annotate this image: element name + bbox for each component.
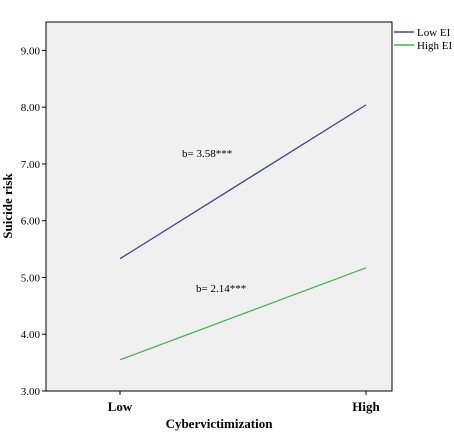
y-tick-label: 6.00 [21, 216, 41, 228]
y-tick-label: 9.00 [21, 45, 41, 57]
legend-label: Low EI [417, 27, 451, 39]
x-tick-label: High [352, 399, 380, 414]
slope-annotation: b= 2.14*** [196, 283, 246, 295]
plot-area [45, 21, 393, 392]
y-tick-label: 7.00 [21, 159, 41, 171]
y-axis: 3.00 4.00 5.00 6.00 7.00 8.00 9.00 [21, 45, 46, 398]
x-axis-title: Cybervictimization [166, 416, 274, 431]
y-tick-label: 4.00 [21, 329, 41, 341]
y-tick-label: 3.00 [21, 386, 41, 398]
y-tick-label: 8.00 [21, 102, 41, 114]
series-layer [119, 104, 367, 361]
series-line-low-ei [119, 104, 367, 260]
x-axis: Low High [108, 391, 380, 414]
x-tick-label: Low [108, 399, 133, 414]
series-line-high-ei [119, 267, 367, 361]
y-tick-label: 5.00 [21, 272, 41, 284]
legend-label: High EI [417, 40, 452, 52]
slope-annotation: b= 3.58*** [182, 148, 232, 160]
annotation-layer: b= 3.58*** b= 2.14*** [182, 148, 246, 295]
y-axis-title: Suicide risk [0, 173, 15, 239]
